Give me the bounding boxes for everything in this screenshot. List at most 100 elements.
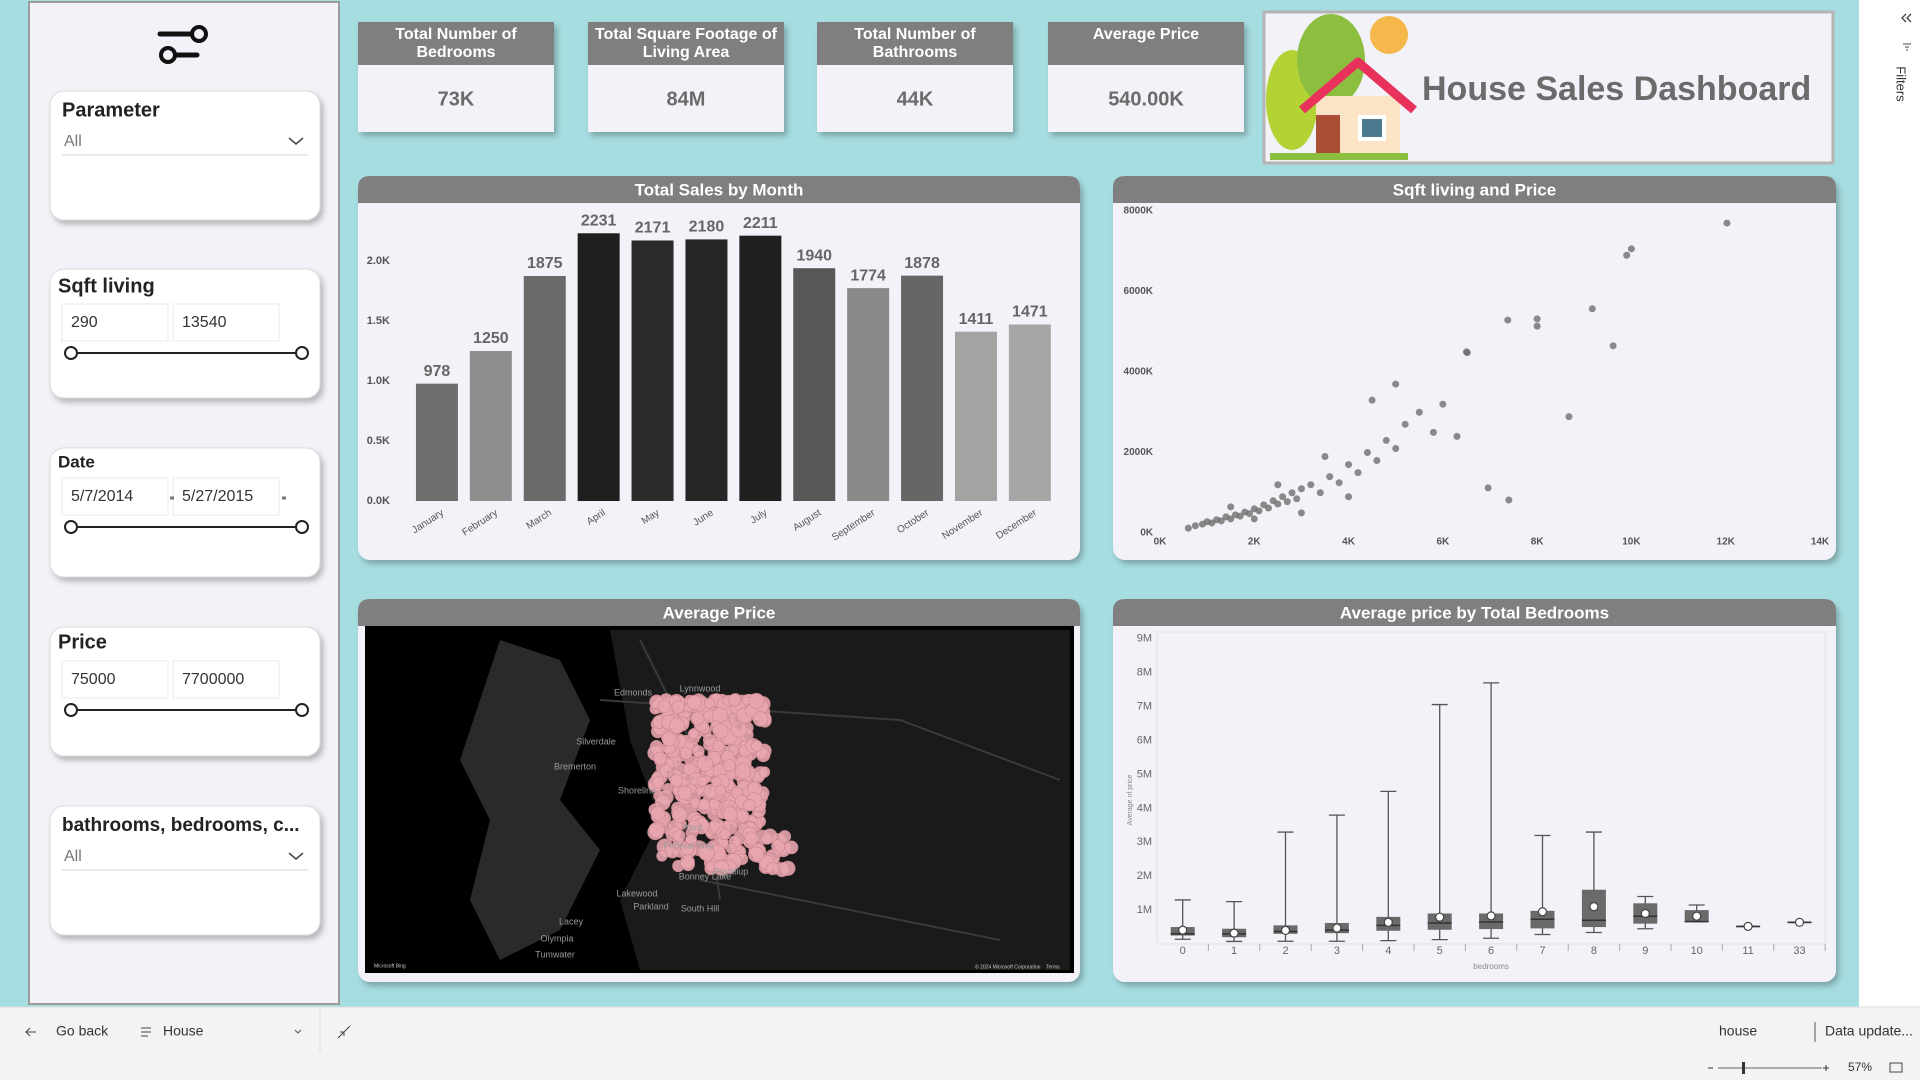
y-tick-label: 6000K (1124, 286, 1154, 297)
slider-handle[interactable] (295, 703, 309, 717)
data-label: 1774 (850, 267, 886, 284)
map-land (460, 640, 600, 960)
go-back-button[interactable]: Go back (56, 1023, 109, 1039)
y-tick-label: 0.0K (367, 495, 390, 507)
range-input[interactable] (172, 303, 280, 342)
data-label: 1471 (1012, 304, 1048, 321)
page-chevron[interactable] (294, 1029, 302, 1034)
map-bubble (685, 833, 697, 846)
x-tick-label: 5 (1437, 945, 1443, 957)
map-bubble (672, 829, 686, 843)
dropdown-value: All (64, 848, 82, 865)
map-bubble (669, 774, 683, 787)
y-tick-label: 2.0K (367, 255, 390, 267)
map-bubble (652, 776, 665, 789)
slider-handle[interactable] (64, 346, 78, 360)
kpi-label: Average Price (1093, 26, 1199, 43)
scatter-point (1217, 517, 1225, 525)
dropdown-chevron[interactable] (288, 852, 304, 860)
scatter-point (1274, 481, 1282, 489)
data-label: 1875 (527, 255, 563, 272)
map-bubble (748, 693, 765, 709)
y-tick-label: 8M (1137, 667, 1152, 679)
kpi-label: Living Area (643, 44, 730, 61)
fit-icon[interactable] (1889, 1062, 1903, 1073)
data-label: 2171 (635, 220, 671, 237)
scatter-point (1250, 515, 1258, 523)
map-bubble (671, 700, 685, 714)
scatter-point (1627, 245, 1635, 253)
range-input[interactable] (61, 477, 169, 516)
zoom-buttons[interactable] (1708, 1065, 1829, 1071)
mean-marker (1435, 912, 1445, 922)
scatter-point (1335, 479, 1343, 487)
page-selector[interactable]: House (163, 1023, 204, 1039)
map-bubble (671, 807, 688, 823)
map-bubble (734, 763, 751, 780)
range-min: 5/7/2014 (71, 488, 133, 505)
bar (793, 268, 836, 501)
plot-area (1156, 631, 1826, 945)
bar (847, 288, 890, 501)
visual-title: Average price by Total Bedrooms (1340, 603, 1609, 622)
range-input[interactable] (172, 660, 280, 699)
scatter-point (1463, 349, 1471, 357)
data-label: 1940 (796, 247, 832, 264)
map-bubble (679, 854, 695, 870)
map-bubble (761, 832, 773, 845)
map-bubble (736, 809, 750, 823)
visual-panel (1113, 176, 1836, 560)
scatter-point (1307, 481, 1315, 489)
bar (739, 235, 782, 501)
slider-handle[interactable] (64, 520, 78, 534)
map-bubble (690, 711, 705, 726)
logo-tree (1297, 14, 1365, 106)
map-place-label: Shoreline (618, 785, 656, 795)
map-bubble (744, 831, 759, 846)
kpi-label: Total Number of (854, 26, 976, 43)
scatter-point (1191, 522, 1199, 530)
map-place-label: Kent (684, 822, 703, 832)
x-tick-label: 8K (1531, 537, 1545, 548)
compress-icon[interactable] (337, 1025, 351, 1039)
scatter-point (1392, 380, 1400, 388)
slider-handle[interactable] (64, 703, 78, 717)
zoom-handle[interactable] (1742, 1062, 1745, 1074)
data-label: 1250 (473, 330, 509, 347)
back-arrow[interactable] (25, 1027, 36, 1037)
logo-roof (1299, 57, 1417, 114)
y-tick-label: 2000K (1124, 447, 1154, 458)
slicer-title: Parameter (62, 99, 160, 121)
range-input[interactable] (61, 303, 169, 342)
map-bubble (687, 819, 701, 834)
slider-handle[interactable] (295, 346, 309, 360)
data-label: 2231 (581, 212, 617, 229)
scatter-point (1453, 432, 1461, 440)
range-input[interactable] (61, 660, 169, 699)
visual-title: Average Price (663, 603, 776, 622)
range-min: 290 (71, 314, 98, 331)
x-tick-label: 2 (1282, 945, 1288, 957)
y-tick-label: 1.0K (367, 375, 390, 387)
bar (577, 233, 620, 501)
range-input[interactable] (172, 477, 280, 516)
slider-handle[interactable] (295, 520, 309, 534)
map-bubble (698, 845, 715, 861)
scatter-point (1429, 428, 1437, 436)
x-axis-title: bedrooms (1473, 962, 1509, 971)
visual-title-bar (358, 599, 1080, 626)
map-attribution: © 2024 Microsoft Corporation (975, 963, 1041, 970)
scatter-point (1373, 457, 1381, 465)
visual-title: Sqft living and Price (1393, 180, 1556, 199)
mean-marker (1332, 923, 1342, 933)
bar (954, 331, 997, 501)
dropdown-chevron[interactable] (288, 137, 304, 145)
scatter-point (1264, 504, 1272, 512)
slicer-title: Sqft living (58, 275, 155, 297)
data-status: Data update... (1825, 1023, 1913, 1039)
scatter-point (1345, 493, 1353, 501)
collapse-icon[interactable] (1901, 13, 1912, 23)
mean-marker (1280, 925, 1291, 936)
footer-bar (0, 1007, 1920, 1055)
scatter-point (1274, 500, 1282, 508)
